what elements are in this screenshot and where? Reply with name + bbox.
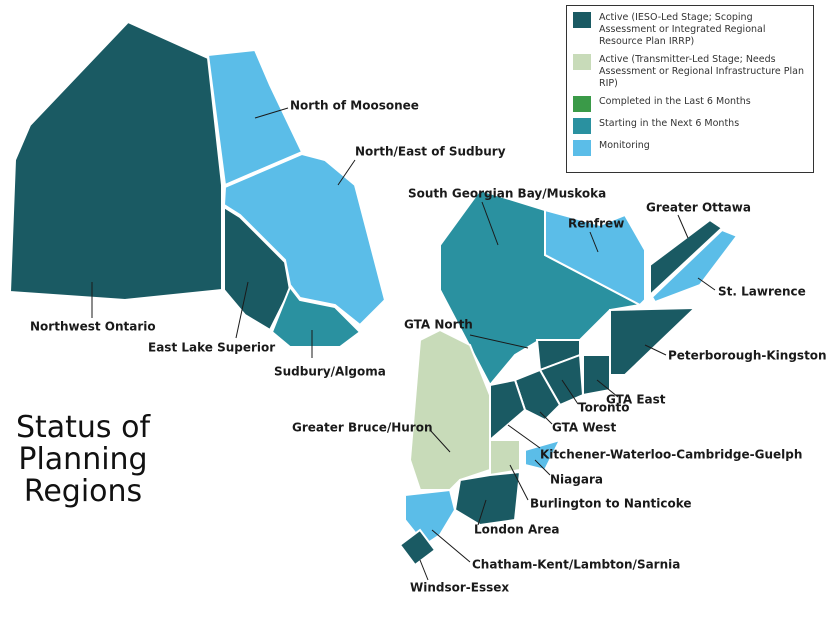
region [408,328,491,491]
region [649,218,724,298]
region-label: North/East of Sudbury [355,145,506,159]
legend-label: Active (IESO-Led Stage; Scoping Assessme… [599,12,766,47]
region-label: Greater Ottawa [646,201,751,215]
region-label: Northwest Ontario [30,320,156,334]
region-label: GTA North [404,318,473,332]
legend: Active (IESO-Led Stage; Scoping Assessme… [566,5,814,173]
region [582,354,611,397]
region-label: London Area [474,523,559,537]
region-label: GTA West [552,421,616,435]
legend-label: Monitoring [599,140,650,151]
region-label: GTA East [606,393,666,407]
map-title: Status of Planning Regions [15,410,151,509]
legend-item: Monitoring [573,140,807,156]
legend-item: Starting in the Next 6 Months [573,118,807,134]
region-label: Chatham-Kent/Lambton/Sarnia [472,558,680,572]
region [439,188,644,387]
region [8,20,223,302]
region-label: East Lake Superior [148,341,275,355]
region-label: South Georgian Bay/Muskoka [408,187,606,201]
legend-label: Active (Transmitter-Led Stage; Needs Ass… [599,54,804,89]
region-label: Niagara [550,473,603,487]
region [398,528,437,567]
region-label: Toronto [578,401,630,415]
region [222,152,387,327]
region [489,439,521,477]
legend-label: Completed in the Last 6 Months [599,96,751,107]
region [453,470,522,527]
region-label: Burlington to Nanticoke [530,497,692,511]
legend-item: Active (IESO-Led Stage; Scoping Assessme… [573,12,807,48]
region-label: Kitchener-Waterloo-Cambridge-Guelph [540,448,802,462]
region-label: Renfrew [568,217,624,231]
region-label: St. Lawrence [718,285,806,299]
leader-lines [91,107,716,581]
region-label: Sudbury/Algoma [274,365,386,379]
legend-item: Active (Transmitter-Led Stage; Needs Ass… [573,54,807,90]
region [609,306,698,376]
region-label: Peterborough-Kingston [668,349,826,363]
region [270,284,362,348]
region [650,228,739,304]
legend-item: Completed in the Last 6 Months [573,96,807,112]
region [544,208,646,307]
region-label: Greater Bruce/Huron [292,421,433,435]
legend-label: Starting in the Next 6 Months [599,118,740,129]
region-label: North of Moosonee [290,99,419,113]
region-label: Windsor-Essex [410,581,509,595]
